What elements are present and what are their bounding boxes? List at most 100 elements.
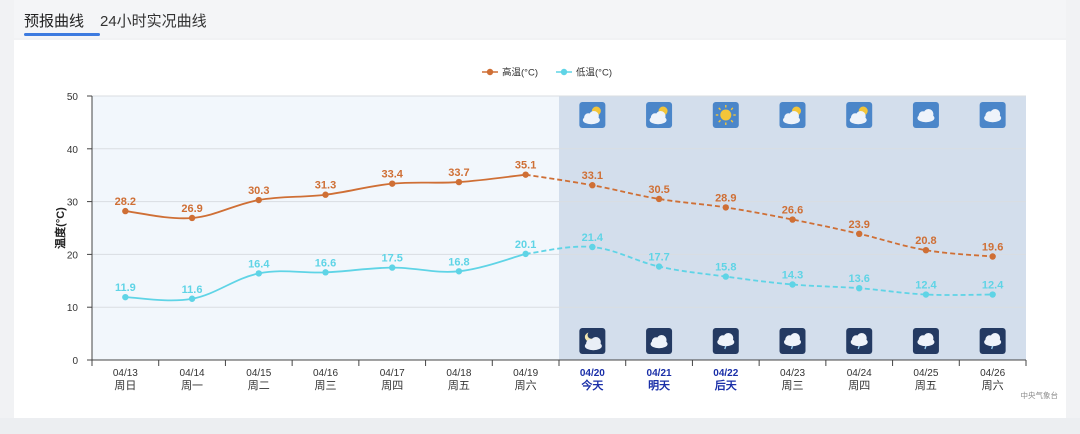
- point-low: [522, 250, 529, 258]
- rain-drop: [991, 345, 994, 350]
- legend: 高温(°C) 低温(°C): [482, 67, 612, 79]
- data-label-high: 23.9: [849, 219, 870, 231]
- x-tick-date-label: 04/23: [780, 368, 805, 379]
- point-high: [655, 195, 663, 203]
- x-tick-weekday-label: 周四: [381, 379, 403, 392]
- data-label-low: 17.5: [382, 253, 403, 265]
- x-tick-weekday-label: 周一: [181, 379, 203, 392]
- y-tick-label: 30: [67, 198, 79, 209]
- data-label-high: 33.1: [582, 170, 603, 182]
- point-high: [188, 214, 196, 222]
- x-tick-date-label: 04/26: [980, 368, 1005, 379]
- data-label-low: 12.4: [915, 280, 937, 292]
- rain-drop: [724, 345, 727, 350]
- data-label-high: 28.2: [115, 196, 136, 208]
- point-low: [655, 263, 663, 270]
- data-label-high: 33.7: [448, 167, 469, 179]
- data-label-low: 20.1: [515, 239, 536, 251]
- tab-forecast-curve[interactable]: 预报曲线: [24, 13, 85, 30]
- night-partly-cloudy-night-icon: [579, 328, 606, 354]
- data-label-high: 30.3: [248, 185, 269, 197]
- data-label-low: 15.8: [715, 262, 736, 274]
- day-partly-cloudy-icon: [846, 102, 873, 128]
- data-label-low: 16.6: [315, 257, 336, 269]
- chart-panel: 0 10 20 30 40 50 温度(°C) 04/13 周日 04/14 周一 04/15 周二 04…: [14, 40, 1066, 418]
- x-tick-date-label: 04/15: [246, 368, 271, 379]
- tab-24h-observation-curve[interactable]: 24小时实况曲线: [100, 13, 207, 30]
- night-cloudy-icon: [646, 328, 673, 354]
- point-low: [122, 293, 129, 301]
- point-high: [856, 230, 863, 238]
- night-light-rain-icon: [912, 328, 939, 354]
- x-tick-date-label: 04/22: [713, 368, 738, 379]
- data-label-high: 35.1: [515, 160, 536, 172]
- night-light-rain-icon: [846, 328, 873, 354]
- point-low: [188, 295, 196, 302]
- point-low: [856, 284, 863, 292]
- data-label-low: 21.4: [582, 232, 604, 244]
- x-tick-weekday-label: 周四: [848, 379, 870, 392]
- active-tab-indicator: [24, 33, 100, 36]
- data-label-high: 31.3: [315, 180, 336, 192]
- sun-ray: [730, 107, 734, 111]
- cloud-shape: [789, 111, 799, 121]
- x-tick-date-label: 04/16: [313, 368, 338, 379]
- point-low: [789, 281, 796, 288]
- data-label-high: 26.9: [181, 203, 202, 215]
- x-tick-weekday-label: 周三: [315, 379, 337, 392]
- point-high: [322, 191, 329, 198]
- point-high: [255, 196, 262, 204]
- x-tick-weekday-label: 周五: [448, 379, 470, 392]
- data-label-high: 33.4: [382, 169, 404, 181]
- x-tick-date-label: 04/19: [513, 368, 538, 379]
- point-high: [122, 207, 129, 215]
- point-high: [589, 182, 596, 189]
- day-cloudy-icon: [912, 102, 939, 128]
- sun-shape: [720, 109, 732, 121]
- point-high: [922, 246, 930, 254]
- forecast-region-bg: [559, 96, 1026, 360]
- data-label-low: 14.3: [782, 269, 803, 281]
- day-partly-cloudy-icon: [646, 102, 673, 128]
- y-tick-label: 40: [67, 145, 79, 156]
- x-tick-date-label: 04/25: [913, 368, 938, 379]
- x-tick-weekday-label: 周六: [515, 379, 537, 392]
- data-label-high: 30.5: [648, 184, 669, 196]
- rain-drop: [857, 345, 860, 350]
- x-tick-weekday-label: 周三: [782, 379, 804, 392]
- x-tick-weekday-label: 今天: [580, 378, 604, 392]
- legend-label-low: 低温(°C): [576, 67, 612, 79]
- night-light-rain-icon: [979, 328, 1006, 354]
- x-tick-weekday-label: 周二: [248, 379, 270, 392]
- data-label-high: 26.6: [782, 205, 803, 217]
- rain-drop: [790, 345, 794, 350]
- series-line-low-forecast: [525, 245, 993, 296]
- cloud-shape: [923, 109, 934, 119]
- data-label-high: 28.9: [715, 192, 736, 204]
- x-tick-date-label: 04/14: [180, 368, 205, 379]
- cloud-shape: [588, 111, 599, 121]
- point-high: [455, 178, 463, 186]
- point-low: [922, 291, 930, 298]
- data-label-low: 16.8: [448, 256, 469, 268]
- y-axis-title: 温度(°C): [53, 207, 67, 249]
- day-partly-cloudy-icon: [579, 102, 606, 128]
- moon-cut: [587, 331, 596, 339]
- point-low: [255, 270, 262, 277]
- point-low: [455, 268, 463, 275]
- bottom-spacer: [0, 418, 1080, 434]
- point-high: [722, 204, 729, 211]
- point-high: [989, 253, 996, 260]
- cloud-shape: [855, 111, 866, 121]
- point-high: [389, 180, 396, 187]
- past-region-bg: [92, 96, 559, 360]
- y-tick-label: 10: [67, 303, 79, 314]
- tab-bar: 预报曲线 24小时实况曲线: [14, 0, 1066, 38]
- cloud-shape: [790, 333, 800, 343]
- source-label: 中央气象台: [1021, 390, 1059, 400]
- data-label-high: 20.8: [915, 235, 936, 247]
- legend-marker-high: [486, 68, 494, 76]
- data-label-low: 12.4: [982, 280, 1004, 292]
- x-tick-weekday-label: 后天: [715, 378, 738, 392]
